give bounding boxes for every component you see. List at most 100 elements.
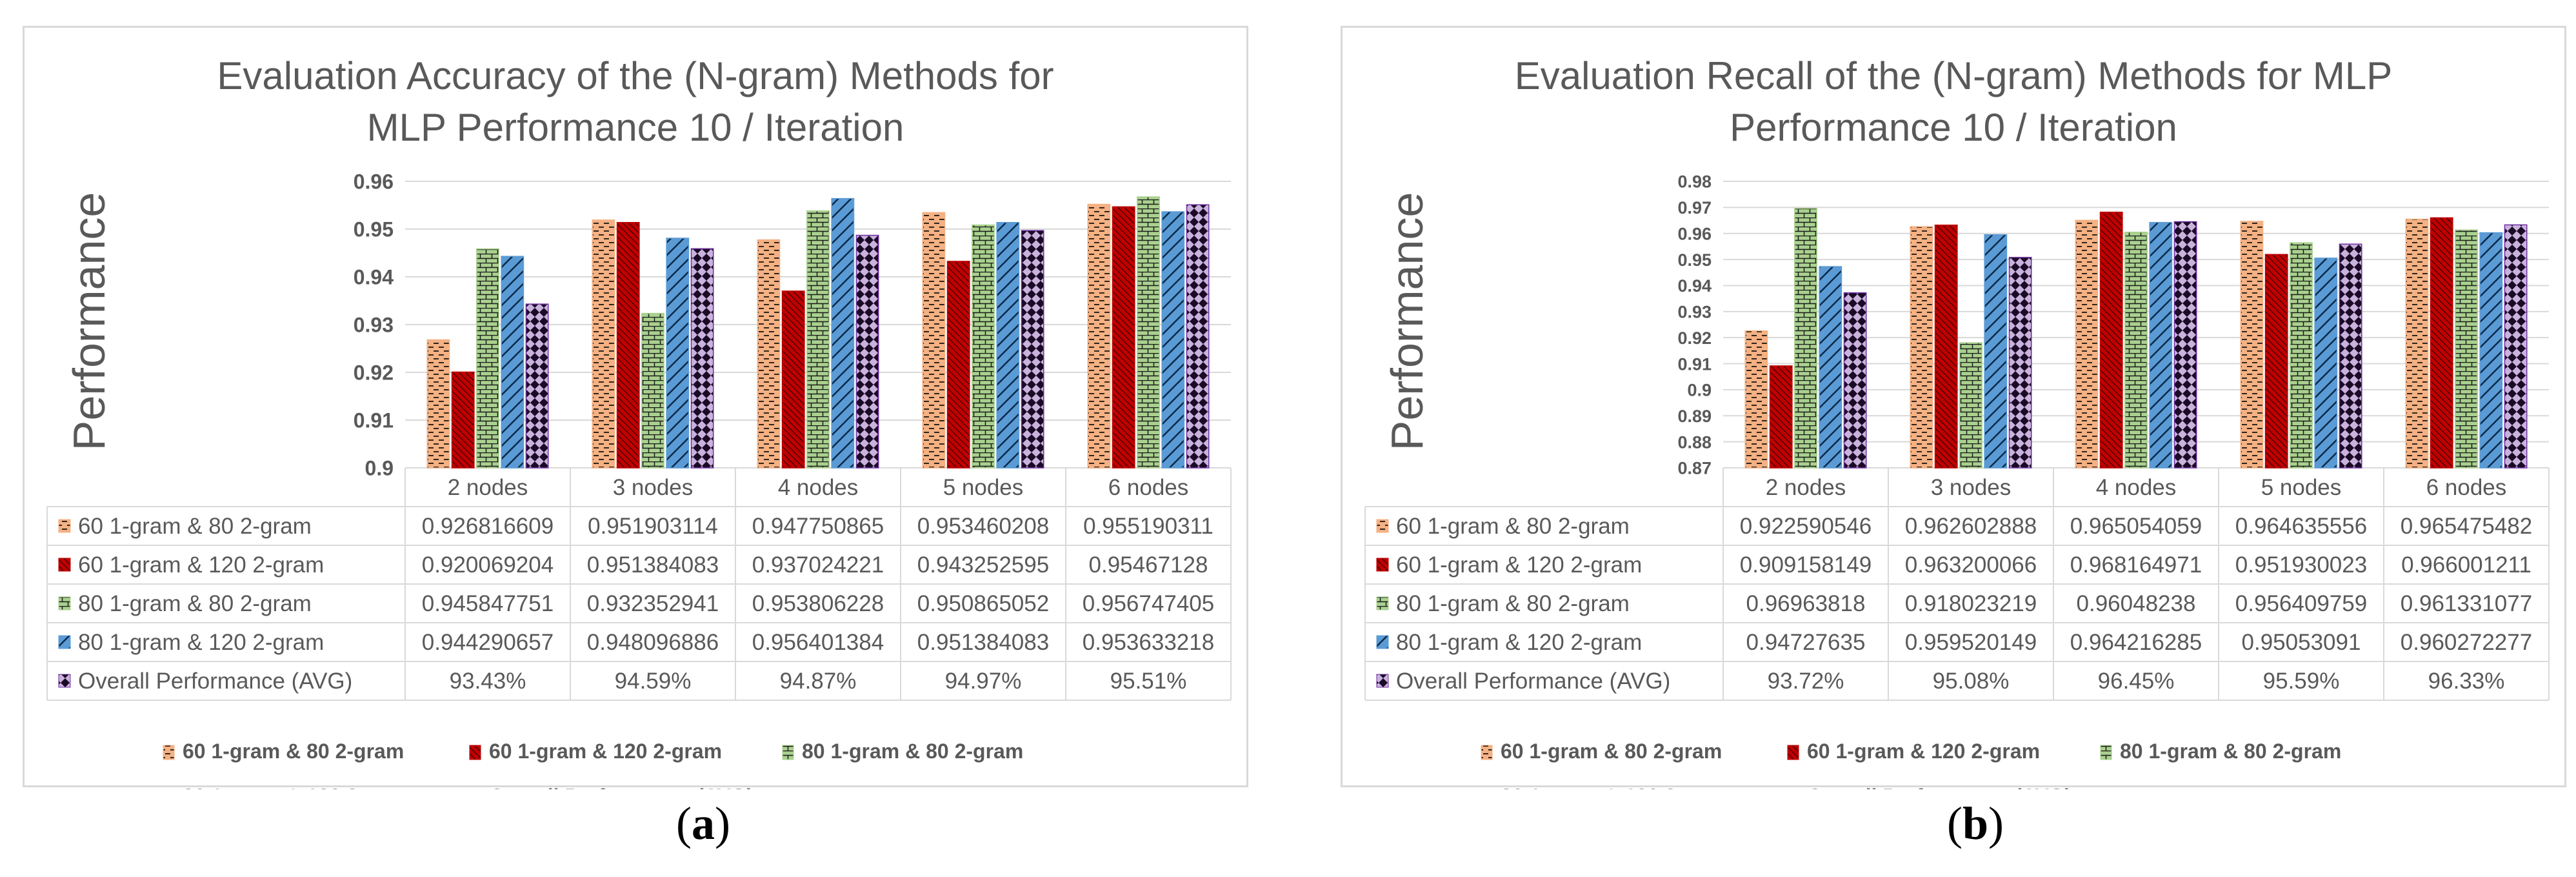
chart-title-line-1: Evaluation Accuracy of the (N-gram) Meth… [217,54,1054,97]
table-cell: 0.947750865 [752,514,884,539]
legend-label: 60 1-gram & 80 2-gram [183,740,404,763]
bar-1-5-nodes [2240,221,2264,469]
chart-title-line-2: Performance 10 / Iteration [1730,106,2177,149]
table-row-label: 60 1-gram & 120 2-gram [1396,552,1642,578]
legend-key [58,596,71,610]
bar-1-2-nodes [426,339,450,469]
bar-2-4-nodes [781,290,805,469]
bar-4-3-nodes [1984,234,2008,469]
table-cell: 93.43% [450,669,526,694]
table-cell: 0.956747405 [1083,591,1214,616]
bar-3-5-nodes [972,224,995,469]
x-tick-label: 4 nodes [2096,475,2177,500]
bar-5-5-nodes [1021,230,1044,469]
bar-4-5-nodes [2314,257,2338,469]
table-cell: 95.59% [2263,669,2340,694]
bar-4-2-nodes [1819,266,1842,469]
table-cell: 0.95467128 [1089,552,1208,578]
table-cell: 0.965475482 [2401,514,2532,539]
y-tick-label: 0.91 [354,409,394,432]
bar-4-6-nodes [2479,232,2503,469]
chart-panel-a: Evaluation Accuracy of the (N-gram) Meth… [23,26,1248,789]
table-cell: 0.926816609 [422,514,554,539]
y-tick-label: 0.9 [365,457,394,480]
legend-label: 80 1-gram & 120 2-gram [183,785,415,789]
table-cell: 0.953806228 [752,591,884,616]
y-tick-label: 0.97 [1677,198,1712,217]
x-tick-label: 3 nodes [1931,475,2012,500]
chart-title: Evaluation Recall of the (N-gram) Method… [1343,50,2564,154]
table-cell: 0.951384083 [917,630,1049,655]
bar-2-2-nodes [451,371,475,469]
table-cell: 0.950865052 [917,591,1049,616]
bar-1-4-nodes [2075,219,2099,469]
y-tick-label: 0.94 [354,266,394,289]
legend-label: 60 1-gram & 80 2-gram [1501,740,1722,763]
bar-5-3-nodes [2008,257,2032,469]
bar-1-3-nodes [1910,226,1933,469]
table-row-label: 80 1-gram & 120 2-gram [1396,630,1642,655]
table-cell: 0.909158149 [1740,552,1872,578]
table-cell: 0.920069204 [422,552,554,578]
y-tick-label: 0.96 [354,170,394,194]
bar-3-3-nodes [1959,342,1982,469]
table-cell: 0.922590546 [1740,514,1872,539]
bar-4-4-nodes [831,197,855,469]
table-cell: 94.87% [780,669,857,694]
legend-key [1376,674,1389,688]
x-tick-label: 3 nodes [613,475,694,500]
bar-1-2-nodes [1744,330,1768,469]
bar-4-3-nodes [666,237,690,469]
bar-1-3-nodes [592,219,615,469]
table-cell: 0.951903114 [588,514,718,539]
table-cell: 0.964216285 [2070,630,2202,655]
bar-2-6-nodes [1112,206,1135,469]
table-row-label: 80 1-gram & 80 2-gram [1396,591,1630,616]
table-cell: 0.945847751 [422,591,554,616]
legend-label: Overall Performance (AVG) [1807,785,2072,789]
table-cell: 0.966001211 [2401,552,2531,578]
table-row-label: Overall Performance (AVG) [78,669,352,694]
legend-label: 80 1-gram & 120 2-gram [1501,785,1733,789]
bar-1-6-nodes [1087,203,1111,469]
bar-5-6-nodes [1186,204,1210,469]
bar-4-4-nodes [2149,221,2173,469]
bar-3-4-nodes [2124,232,2148,469]
figure-caption-b: (b) [1946,798,2004,849]
y-tick-label: 0.95 [354,218,394,241]
bar-5-4-nodes [855,234,879,469]
table-cell: 94.59% [615,669,692,694]
y-tick-label: 0.93 [354,314,394,337]
legend-key [1376,558,1389,572]
legend-label: 60 1-gram & 120 2-gram [1807,740,2040,763]
bar-5-4-nodes [2173,221,2197,469]
legend-swatch [1787,745,1799,760]
figure-caption-a: (a) [676,798,730,849]
y-tick-label: 0.92 [354,361,394,385]
table-cell: 0.943252595 [917,552,1049,578]
table-cell: 93.72% [1768,669,1844,694]
table-cell: 0.956409759 [2235,591,2367,616]
x-tick-label: 5 nodes [2261,475,2342,500]
legend-key [1376,519,1389,533]
bar-2-2-nodes [1769,365,1793,469]
bar-5-5-nodes [2339,243,2362,469]
y-tick-label: 0.92 [1677,328,1712,348]
table-cell: 95.08% [1933,669,2010,694]
legend-swatch [2100,745,2112,760]
bar-5-6-nodes [2504,224,2528,469]
bar-3-4-nodes [806,210,830,469]
table-cell: 0.96048238 [2077,591,2196,616]
bar-2-6-nodes [2430,217,2453,469]
y-tick-label: 0.9 [1687,381,1712,400]
table-cell: 0.937024221 [752,552,884,578]
legend-label: 80 1-gram & 80 2-gram [802,740,1023,763]
table-cell: 0.932352941 [587,591,719,616]
table-cell: 0.948096886 [587,630,719,655]
x-tick-label: 2 nodes [1766,475,1846,500]
table-cell: 0.965054059 [2070,514,2202,539]
legend-label: 80 1-gram & 80 2-gram [2120,740,2341,763]
table-cell: 0.963200066 [1905,552,2037,578]
table-cell: 0.944290657 [422,630,554,655]
table-cell: 0.95053091 [2242,630,2361,655]
